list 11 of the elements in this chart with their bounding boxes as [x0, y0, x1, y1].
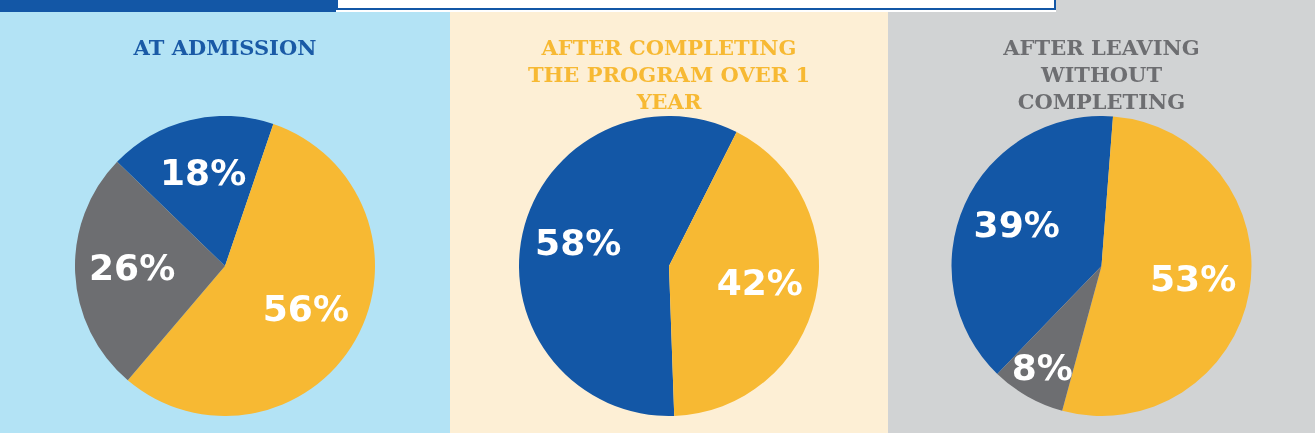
data-label: 39%	[973, 204, 1060, 246]
data-label: 26%	[89, 246, 176, 288]
data-label: 56%	[262, 288, 349, 330]
chart-title: AT ADMISSION	[132, 34, 318, 61]
data-label: 58%	[535, 222, 622, 264]
data-label: 42%	[716, 262, 803, 304]
data-label: 53%	[1150, 258, 1237, 300]
data-label: 18%	[160, 151, 247, 193]
data-label: 8%	[1011, 346, 1073, 388]
chart-title: AFTER COMPLETING THE PROGRAM OVER 1 YEAR	[526, 34, 812, 115]
chart-title: AFTER LEAVING WITHOUT COMPLETING	[1002, 34, 1201, 115]
